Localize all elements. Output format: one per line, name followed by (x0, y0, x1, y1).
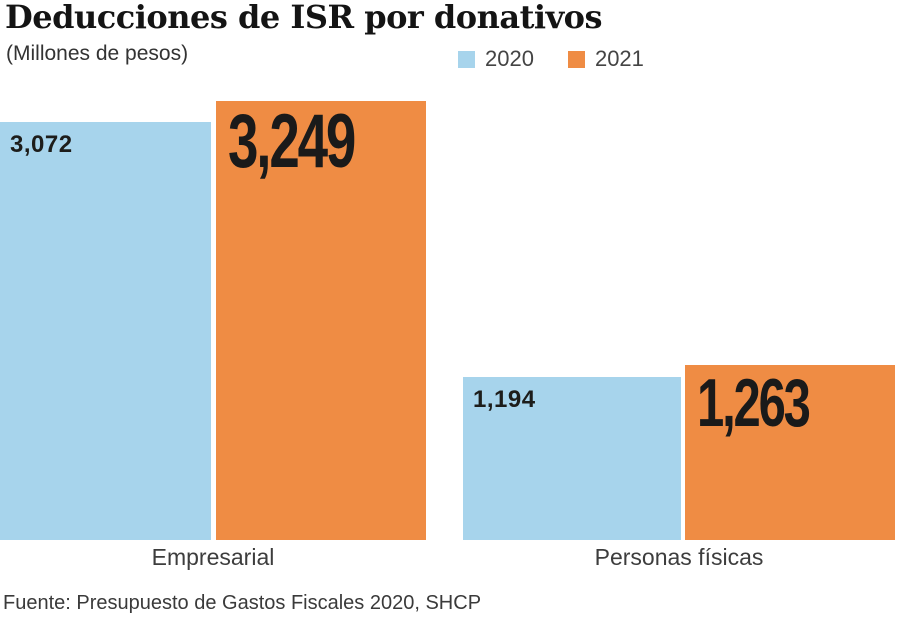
legend-item-2020: 2020 (458, 46, 534, 72)
legend-label-2020: 2020 (485, 46, 534, 71)
legend-swatch-2020 (458, 50, 475, 68)
bar-personas-fisicas-2021: 1,263 (681, 362, 895, 540)
bar-value-empresarial-2021: 3,249 (228, 99, 356, 184)
category-label-empresarial: Empresarial (151, 544, 275, 570)
bar-empresarial-2021: 3,249 (212, 98, 426, 540)
legend: 2020 2021 (458, 46, 644, 72)
chart-title: Deducciones de ISR por donativos (5, 0, 603, 36)
bar-value-empresarial-2020: 3,072 (10, 131, 73, 158)
bar-value-personas-fisicas-2020: 1,194 (473, 386, 536, 413)
bar-value-personas-fisicas-2021: 1,263 (697, 365, 811, 441)
source-attribution: Fuente: Presupuesto de Gastos Fiscales 2… (3, 592, 482, 614)
chart-subtitle: (Millones de pesos) (6, 42, 189, 65)
bar-empresarial-2020: 3,072 (0, 122, 211, 540)
category-label-personas-fisicas: Personas físicas (594, 544, 764, 570)
legend-swatch-2021 (567, 50, 585, 68)
legend-item-2021: 2021 (567, 46, 644, 72)
legend-label-2021: 2021 (594, 46, 644, 71)
bar-personas-fisicas-2020: 1,194 (463, 377, 683, 540)
